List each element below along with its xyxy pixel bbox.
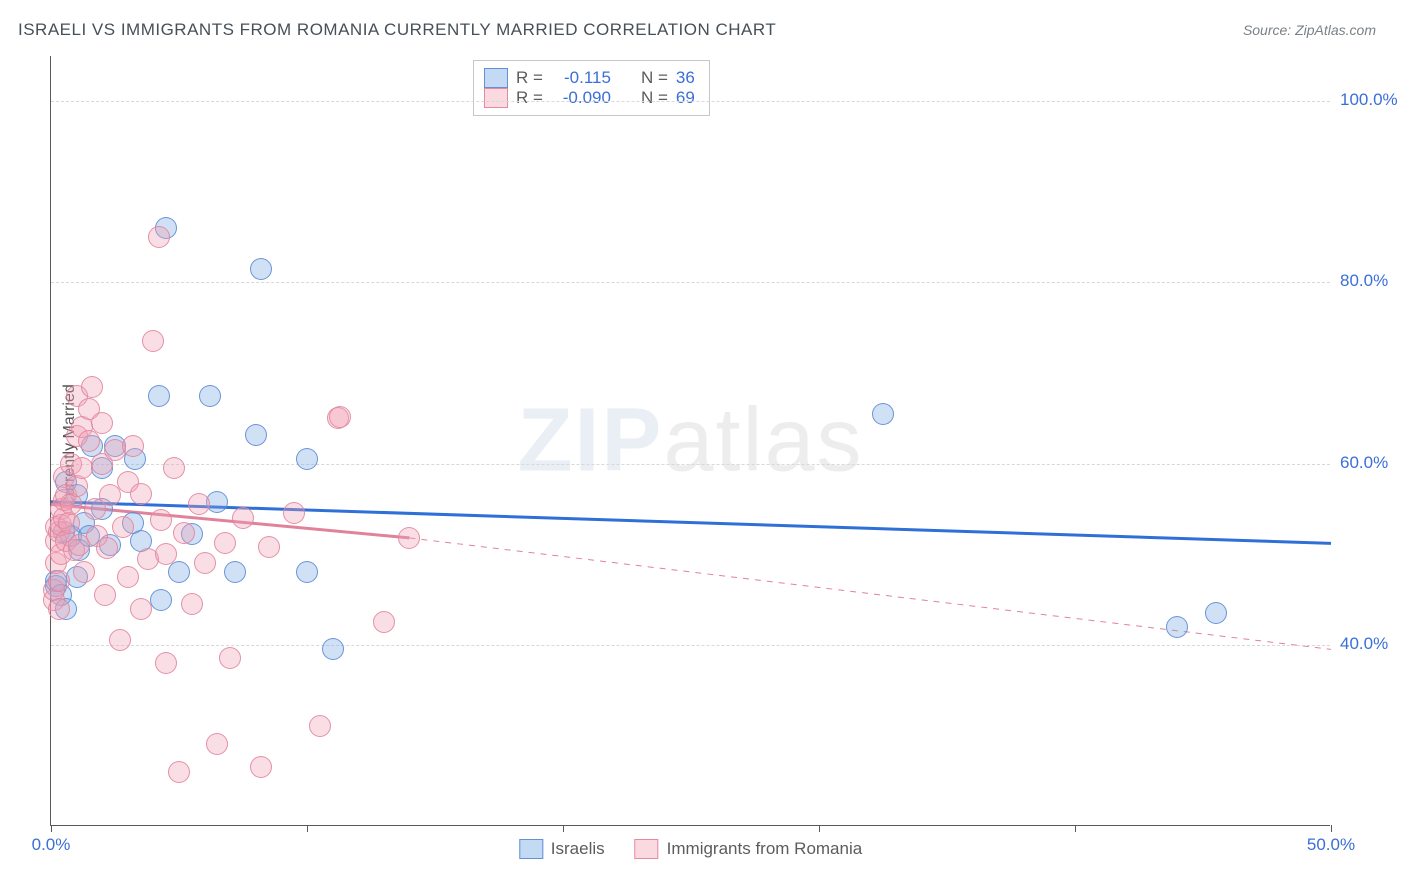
data-point-b bbox=[71, 457, 93, 479]
n-value-a: 36 bbox=[676, 68, 695, 88]
data-point-b bbox=[155, 543, 177, 565]
data-point-b bbox=[96, 537, 118, 559]
data-point-b bbox=[329, 406, 351, 428]
data-point-b bbox=[250, 756, 272, 778]
data-point-b bbox=[130, 483, 152, 505]
x-tick-label: 50.0% bbox=[1307, 835, 1355, 855]
data-point-b bbox=[258, 536, 280, 558]
data-point-b bbox=[48, 598, 70, 620]
correlation-row-a: R = -0.115 N = 36 bbox=[484, 68, 695, 88]
legend-item-romania: Immigrants from Romania bbox=[635, 839, 863, 859]
data-point-a bbox=[296, 561, 318, 583]
legend-item-israelis: Israelis bbox=[519, 839, 605, 859]
data-point-b bbox=[194, 552, 216, 574]
swatch-romania-icon bbox=[635, 839, 659, 859]
data-point-a bbox=[148, 385, 170, 407]
n-value-b: 69 bbox=[676, 88, 695, 108]
gridline-h bbox=[51, 101, 1330, 102]
data-point-b bbox=[94, 584, 116, 606]
data-point-b bbox=[181, 593, 203, 615]
data-point-a bbox=[296, 448, 318, 470]
y-tick-label: 40.0% bbox=[1340, 634, 1406, 654]
data-point-a bbox=[1205, 602, 1227, 624]
data-point-b bbox=[173, 522, 195, 544]
data-point-b bbox=[232, 507, 254, 529]
data-point-b bbox=[142, 330, 164, 352]
r-value-b: -0.090 bbox=[551, 88, 611, 108]
gridline-h bbox=[51, 282, 1330, 283]
data-point-b bbox=[398, 527, 420, 549]
data-point-b bbox=[168, 761, 190, 783]
data-point-b bbox=[112, 516, 134, 538]
data-point-b bbox=[109, 629, 131, 651]
correlation-legend: R = -0.115 N = 36 R = -0.090 N = 69 bbox=[473, 60, 710, 116]
data-point-b bbox=[73, 561, 95, 583]
data-point-b bbox=[48, 570, 70, 592]
swatch-israelis-icon bbox=[519, 839, 543, 859]
data-point-b bbox=[122, 435, 144, 457]
data-point-b bbox=[78, 430, 100, 452]
data-point-b bbox=[188, 493, 210, 515]
y-tick-label: 100.0% bbox=[1340, 90, 1406, 110]
data-point-a bbox=[1166, 616, 1188, 638]
swatch-israelis-icon bbox=[484, 68, 508, 88]
x-axis-tick bbox=[1331, 825, 1332, 832]
data-point-a bbox=[224, 561, 246, 583]
swatch-romania-icon bbox=[484, 88, 508, 108]
correlation-row-b: R = -0.090 N = 69 bbox=[484, 88, 695, 108]
x-tick-label: 0.0% bbox=[32, 835, 71, 855]
data-point-b bbox=[155, 652, 177, 674]
data-point-a bbox=[150, 589, 172, 611]
source-attribution: Source: ZipAtlas.com bbox=[1243, 22, 1376, 38]
data-point-a bbox=[245, 424, 267, 446]
y-tick-label: 80.0% bbox=[1340, 271, 1406, 291]
series-legend: Israelis Immigrants from Romania bbox=[519, 839, 862, 859]
plot-area: ZIPatlas R = -0.115 N = 36 R = -0.090 N … bbox=[50, 56, 1330, 826]
gridline-h bbox=[51, 645, 1330, 646]
data-point-b bbox=[81, 376, 103, 398]
data-point-b bbox=[130, 598, 152, 620]
data-point-b bbox=[91, 412, 113, 434]
y-tick-label: 60.0% bbox=[1340, 453, 1406, 473]
x-axis-tick bbox=[563, 825, 564, 832]
data-point-b bbox=[148, 226, 170, 248]
r-value-a: -0.115 bbox=[551, 68, 611, 88]
data-point-b bbox=[309, 715, 331, 737]
data-point-b bbox=[283, 502, 305, 524]
chart-title: ISRAELI VS IMMIGRANTS FROM ROMANIA CURRE… bbox=[18, 20, 776, 40]
data-point-b bbox=[373, 611, 395, 633]
watermark-text: ZIPatlas bbox=[517, 389, 863, 492]
legend-label-romania: Immigrants from Romania bbox=[667, 839, 863, 859]
data-point-b bbox=[117, 566, 139, 588]
data-point-a bbox=[872, 403, 894, 425]
data-point-a bbox=[322, 638, 344, 660]
trend-line-ext-b bbox=[409, 538, 1331, 649]
trend-lines bbox=[51, 56, 1331, 826]
x-axis-tick bbox=[819, 825, 820, 832]
x-axis-tick bbox=[51, 825, 52, 832]
legend-label-israelis: Israelis bbox=[551, 839, 605, 859]
data-point-a bbox=[250, 258, 272, 280]
data-point-b bbox=[163, 457, 185, 479]
data-point-b bbox=[150, 509, 172, 531]
data-point-b bbox=[214, 532, 236, 554]
data-point-b bbox=[219, 647, 241, 669]
data-point-b bbox=[206, 733, 228, 755]
data-point-a bbox=[168, 561, 190, 583]
x-axis-tick bbox=[307, 825, 308, 832]
data-point-a bbox=[199, 385, 221, 407]
x-axis-tick bbox=[1075, 825, 1076, 832]
gridline-h bbox=[51, 464, 1330, 465]
chart-container: ISRAELI VS IMMIGRANTS FROM ROMANIA CURRE… bbox=[0, 0, 1406, 892]
